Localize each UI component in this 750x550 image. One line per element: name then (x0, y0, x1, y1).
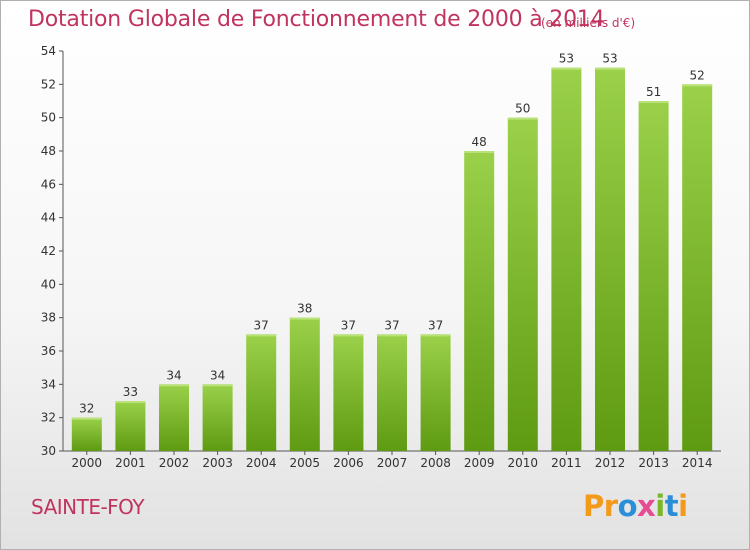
x-tick-label: 2003 (202, 456, 233, 470)
x-tick-label: 2008 (420, 456, 451, 470)
y-tick-label: 32 (41, 411, 56, 425)
x-tick-label: 2011 (551, 456, 582, 470)
bar (420, 334, 451, 451)
data-label: 32 (79, 402, 94, 416)
bar (71, 417, 102, 451)
y-tick-label: 48 (41, 144, 56, 158)
bar (638, 101, 669, 451)
chart-unit-label: (en milliers d'€) (541, 16, 636, 30)
bar (551, 67, 582, 452)
bar (202, 384, 233, 451)
bar-highlight (333, 334, 364, 337)
bar (377, 334, 407, 451)
bar-highlight (464, 151, 495, 153)
data-label: 53 (602, 52, 617, 66)
data-label: 51 (646, 85, 661, 99)
data-label: 38 (297, 302, 312, 316)
x-tick-label: 2014 (682, 456, 713, 470)
bar (507, 117, 538, 452)
bar-highlight (289, 317, 320, 320)
x-tick-label: 2004 (246, 456, 277, 470)
y-tick-label: 34 (41, 377, 56, 391)
y-tick-label: 54 (41, 44, 56, 58)
x-tick-label: 2006 (333, 456, 364, 470)
data-label: 53 (559, 52, 574, 66)
logo-letter: x (637, 489, 656, 523)
bar-highlight (551, 67, 582, 70)
bar-highlight (377, 334, 407, 337)
x-tick-label: 2007 (377, 456, 408, 470)
bar (246, 334, 277, 451)
bar-highlight (246, 334, 277, 337)
data-label: 37 (428, 318, 443, 332)
x-tick-label: 2005 (290, 456, 321, 470)
bar-highlight (420, 334, 451, 337)
logo-letter: t (664, 489, 679, 523)
bar (159, 384, 189, 451)
bar (595, 67, 625, 452)
bar (682, 84, 713, 451)
bar-highlight (638, 101, 669, 103)
bar-highlight (71, 417, 102, 420)
x-tick-label: 2000 (72, 456, 103, 470)
bar (464, 151, 495, 451)
bar-highlight (202, 384, 233, 387)
logo-letter: i (678, 489, 688, 523)
x-tick-label: 2002 (159, 456, 190, 470)
y-tick-label: 36 (41, 344, 56, 358)
bar-highlight (507, 117, 538, 120)
bar-highlight (682, 84, 713, 87)
commune-name: SAINTE-FOY (31, 495, 145, 519)
logo-letter: i (655, 489, 665, 523)
x-tick-label: 2010 (508, 456, 539, 470)
y-tick-label: 30 (41, 444, 56, 458)
bar (115, 401, 146, 451)
x-tick-label: 2013 (638, 456, 669, 470)
bar-highlight (595, 67, 625, 70)
y-tick-label: 42 (41, 244, 56, 258)
data-label: 37 (341, 318, 356, 332)
chart-title: Dotation Globale de Fonctionnement de 20… (28, 7, 605, 32)
bar-highlight (159, 384, 189, 387)
data-label: 34 (166, 368, 181, 382)
bar-highlight (115, 401, 146, 403)
logo-letter: P (583, 489, 604, 523)
data-label: 37 (384, 318, 399, 332)
data-label: 48 (472, 135, 487, 149)
x-tick-label: 2009 (464, 456, 495, 470)
proxiti-logo[interactable]: Proxiti (583, 489, 688, 523)
data-label: 33 (123, 385, 138, 399)
bar (333, 334, 364, 451)
x-tick-label: 2001 (115, 456, 146, 470)
data-label: 50 (515, 102, 530, 116)
logo-letter: o (617, 489, 638, 523)
y-tick-label: 44 (41, 211, 56, 225)
y-tick-label: 38 (41, 311, 56, 325)
data-label: 52 (690, 68, 705, 82)
logo-letter: r (603, 489, 618, 523)
data-label: 37 (254, 318, 269, 332)
y-tick-label: 40 (41, 277, 56, 291)
y-tick-label: 52 (41, 77, 56, 91)
y-tick-label: 50 (41, 111, 56, 125)
bar (289, 317, 320, 451)
x-tick-label: 2012 (595, 456, 626, 470)
y-tick-label: 46 (41, 177, 56, 191)
data-label: 34 (210, 368, 225, 382)
